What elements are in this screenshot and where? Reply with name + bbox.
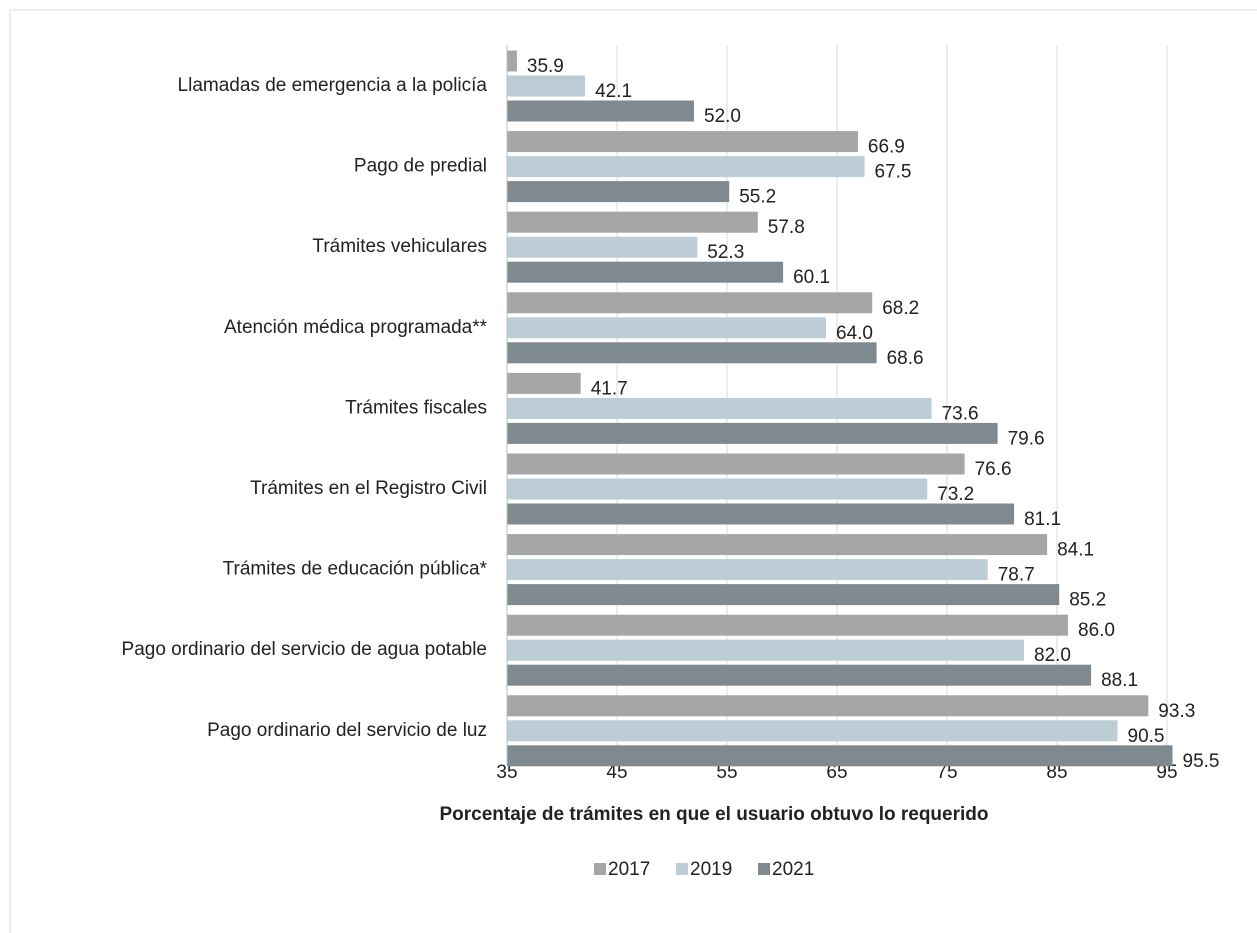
bar [507,372,581,394]
bar [507,503,1015,525]
y-tick-label: Atención médica programada** [224,317,488,338]
data-label: 64.0 [836,323,873,344]
x-tick-label: 35 [496,762,517,783]
bar [507,639,1024,661]
bar [507,745,1173,767]
y-tick-label: Trámites fiscales [345,397,487,418]
x-tick-label: 75 [936,762,957,783]
data-label: 88.1 [1101,670,1138,691]
legend-swatch [758,863,770,875]
data-label: 78.7 [998,565,1035,586]
data-label: 42.1 [595,81,632,102]
bar [507,100,694,122]
data-label: 79.6 [1008,428,1045,449]
data-label: 35.9 [527,56,564,77]
data-label: 57.8 [768,217,805,238]
y-tick-label: Trámites de educación pública* [223,559,488,580]
data-label: 66.9 [868,137,905,158]
y-tick-label: Llamadas de emergencia a la policía [178,75,488,96]
x-axis-title: Porcentaje de trámites en que el usuario… [439,804,988,825]
data-label: 81.1 [1024,509,1061,530]
bar [507,261,784,283]
bar [507,614,1068,636]
y-tick-label: Pago ordinario del servicio de luz [207,720,487,741]
bar [507,559,988,581]
data-label: 85.2 [1069,590,1106,611]
bar [507,131,858,153]
bar [507,181,730,203]
data-label: 52.3 [707,242,744,263]
data-label: 52.0 [704,106,741,127]
x-tick-label: 65 [826,762,847,783]
data-label: 76.6 [975,459,1012,480]
data-label: 73.2 [937,484,974,505]
legend-label: 2017 [608,859,650,880]
bar [507,397,932,419]
y-tick-label: Pago ordinario del servicio de agua pota… [122,639,487,660]
y-tick-label: Trámites vehiculares [312,236,487,257]
bar [507,292,873,314]
chart-frame [9,9,1257,933]
bar [507,695,1149,717]
y-tick-label: Pago de predial [354,156,487,177]
data-label: 90.5 [1128,726,1165,747]
bar [507,584,1060,606]
bar [507,720,1118,742]
legend-swatch [594,863,606,875]
bar [507,236,698,258]
data-label: 82.0 [1034,645,1071,666]
bar [507,342,877,364]
data-label: 60.1 [793,267,830,288]
legend-swatch [676,863,688,875]
bar [507,478,928,500]
bar [507,453,965,475]
data-label: 68.2 [882,298,919,319]
legend-label: 2021 [772,859,814,880]
bar [507,156,865,178]
data-label: 93.3 [1158,701,1195,722]
bar [507,664,1092,686]
data-label: 55.2 [739,187,776,208]
x-tick-label: 45 [606,762,627,783]
bar [507,75,586,97]
data-label: 68.6 [887,348,924,369]
data-label: 84.1 [1057,540,1094,561]
bar [507,211,758,233]
data-label: 86.0 [1078,620,1115,641]
legend-label: 2019 [690,859,732,880]
bar [507,422,998,444]
bar [507,534,1048,556]
data-label: 67.5 [875,162,912,183]
bar [507,317,826,339]
bar [507,50,517,72]
data-label: 73.6 [942,403,979,424]
data-label: 95.5 [1183,751,1220,772]
data-label: 41.7 [591,378,628,399]
x-tick-label: 95 [1156,762,1177,783]
x-tick-label: 85 [1046,762,1067,783]
y-tick-label: Trámites en el Registro Civil [250,478,487,499]
x-tick-label: 55 [716,762,737,783]
